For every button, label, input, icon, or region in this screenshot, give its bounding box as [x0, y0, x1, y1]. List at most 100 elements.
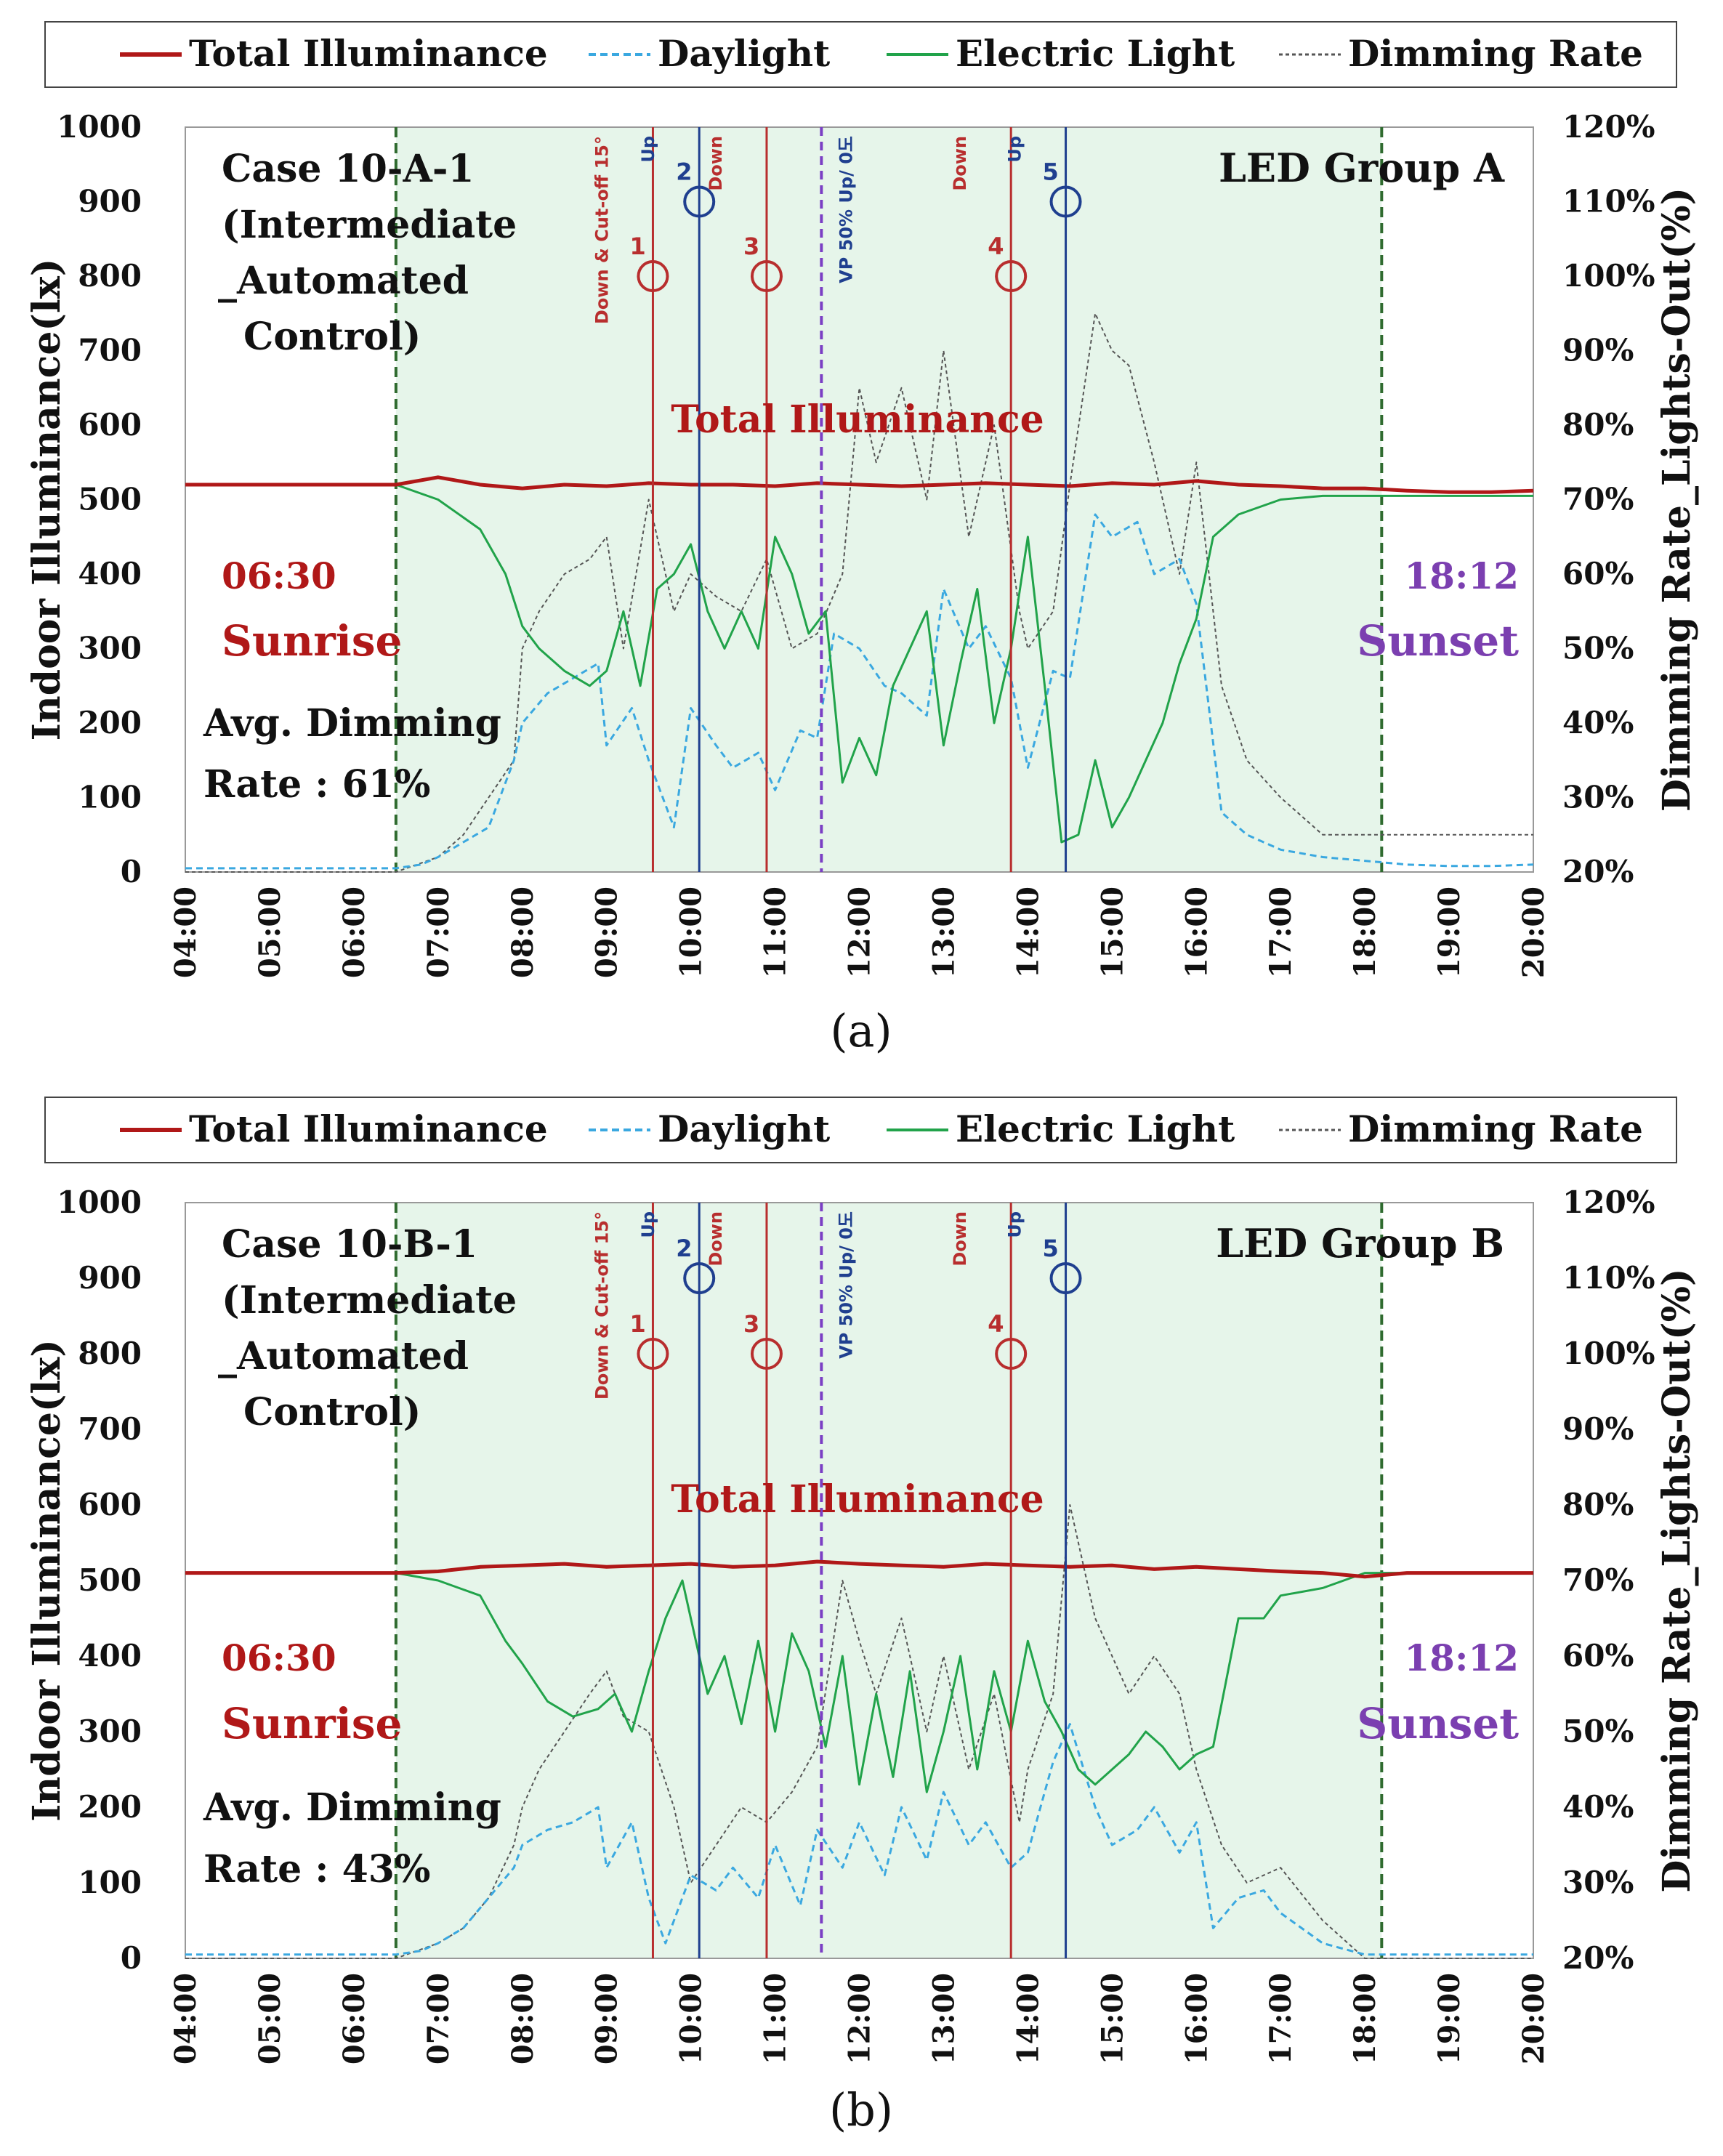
y-tick-label: 300 [78, 1713, 142, 1749]
x-tick-label: 13:00 [927, 887, 961, 978]
x-tick-label: 19:00 [1432, 1973, 1466, 2064]
y2-tick-label: 70% [1562, 1562, 1634, 1598]
event-number: 1 [629, 233, 645, 260]
y2-tick-label: 40% [1562, 1789, 1634, 1825]
event-circle [683, 185, 716, 218]
y-tick-label: 600 [78, 1487, 142, 1522]
event-3: 3 Down [706, 1203, 783, 1958]
y-tick-label: 300 [78, 631, 142, 666]
panel-caption: (b) [829, 2083, 893, 2136]
legend-electric-label: Electric Light [956, 32, 1235, 75]
y2-tick-label: 70% [1562, 482, 1634, 517]
event-circle [750, 260, 783, 292]
y-tick-label: 100 [78, 1865, 142, 1900]
y-tick-label: 500 [78, 482, 142, 517]
x-tick-label: 16:00 [1179, 887, 1214, 978]
y2-tick-label: 100% [1562, 1336, 1655, 1371]
x-tick-label: 14:00 [1011, 1973, 1045, 2064]
y2-tick-label: 120% [1562, 109, 1655, 145]
x-tick-label: 19:00 [1432, 887, 1466, 978]
y2-tick-label: 50% [1562, 631, 1634, 666]
event-3: 3 Down [706, 127, 783, 872]
chart-panel-a: Total Illuminance Daylight Electric Light D… [25, 21, 1699, 1057]
legend-box [44, 1097, 1677, 1163]
y-tick-label: 0 [121, 854, 142, 889]
event-circle [750, 1338, 783, 1370]
sunset-label: Sunset [1357, 616, 1519, 666]
x-tick-label: 08:00 [506, 887, 540, 978]
total-illuminance-annotation: Total Illuminance [671, 1477, 1044, 1522]
event-circle [683, 1262, 716, 1294]
panel-caption: (a) [830, 1004, 892, 1057]
legend-daylight-label: Daylight [658, 32, 830, 75]
y-tick-label: 400 [78, 1638, 142, 1673]
y2-tick-label: 30% [1562, 780, 1634, 815]
sunrise-label: Sunrise [222, 616, 402, 666]
event-circle [1049, 1262, 1082, 1294]
y-tick-label: 900 [78, 1260, 142, 1296]
avg-dimming-value: Rate : 61% [203, 762, 430, 807]
y2-tick-label: 110% [1562, 184, 1655, 219]
event-number: 2 [676, 158, 692, 186]
series-dimming-rate [185, 312, 1533, 873]
sunset-time: 18:12 [1404, 1636, 1519, 1679]
plot-frame [185, 126, 1534, 873]
event-1: 1 Down & Cut-off 15° [592, 127, 669, 872]
vp-label: VP 50% Up/ 0도 [836, 136, 856, 283]
y2-tick-label: 80% [1562, 407, 1634, 443]
sunset-label: Sunset [1357, 1699, 1519, 1748]
event-circle [1049, 185, 1082, 218]
legend-total-label: Total Illuminance [189, 1107, 548, 1150]
event-4: 4 Down [950, 127, 1028, 872]
event-label: Down [706, 136, 726, 191]
y2-tick-label: 20% [1562, 1940, 1634, 1976]
x-tick-label: 15:00 [1095, 887, 1129, 978]
x-tick-label: 15:00 [1095, 1973, 1129, 2064]
y2-tick-label: 50% [1562, 1713, 1634, 1749]
legend-daylight: Daylight [589, 1107, 830, 1150]
case-title-line: (Intermediate [222, 1278, 517, 1323]
sunset-time: 18:12 [1404, 554, 1519, 597]
plot-frame [185, 1202, 1534, 1959]
y-tick-label: 500 [78, 1562, 142, 1598]
event-circle [637, 1338, 669, 1370]
y-tick-label: 1000 [57, 1184, 142, 1220]
y2-tick-label: 30% [1562, 1865, 1634, 1900]
event-1: 1 Down & Cut-off 15° [592, 1203, 669, 1958]
occupied-background [395, 127, 1382, 872]
series-daylight [185, 513, 1534, 870]
y-tick-label: 700 [78, 333, 142, 368]
x-tick-label: 09:00 [590, 887, 624, 978]
event-number: 4 [988, 1310, 1004, 1338]
case-title-line: _Automated [218, 1334, 469, 1378]
case-title-line: Case 10-A-1 [222, 147, 475, 191]
series-total-illuminance [185, 1559, 1533, 1579]
x-tick-label: 12:00 [843, 887, 877, 978]
y-tick-label: 100 [78, 780, 142, 815]
series-daylight [185, 1723, 1533, 1956]
event-label: Down & Cut-off 15° [592, 1211, 612, 1400]
series-electric-light [185, 483, 1533, 844]
x-tick-label: 11:00 [759, 1973, 793, 2064]
x-tick-label: 18:00 [1348, 887, 1382, 978]
event-number: 4 [988, 233, 1004, 260]
total-illuminance-annotation: Total Illuminance [671, 397, 1044, 442]
y2-tick-label: 120% [1562, 1184, 1655, 1220]
event-number: 1 [629, 1310, 645, 1338]
event-number: 2 [676, 1235, 692, 1262]
y2-tick-label: 60% [1562, 1638, 1634, 1673]
event-5: 5 Up [1005, 127, 1082, 872]
y-axis-label: Indoor Illuminance(lx) [25, 1339, 69, 1822]
y-tick-label: 200 [78, 705, 142, 740]
x-tick-label: 18:00 [1348, 1973, 1382, 2064]
avg-dimming-label: Avg. Dimming [203, 701, 501, 746]
sunrise-time: 06:30 [222, 1636, 336, 1679]
case-title-line: Control) [243, 1390, 421, 1434]
group-label: LED Group A [1219, 145, 1505, 191]
y-tick-label: 800 [78, 1336, 142, 1371]
legend-daylight: Daylight [589, 32, 830, 75]
x-tick-label: 11:00 [759, 887, 793, 978]
sunrise-label: Sunrise [222, 1699, 402, 1748]
event-circle [637, 260, 669, 292]
